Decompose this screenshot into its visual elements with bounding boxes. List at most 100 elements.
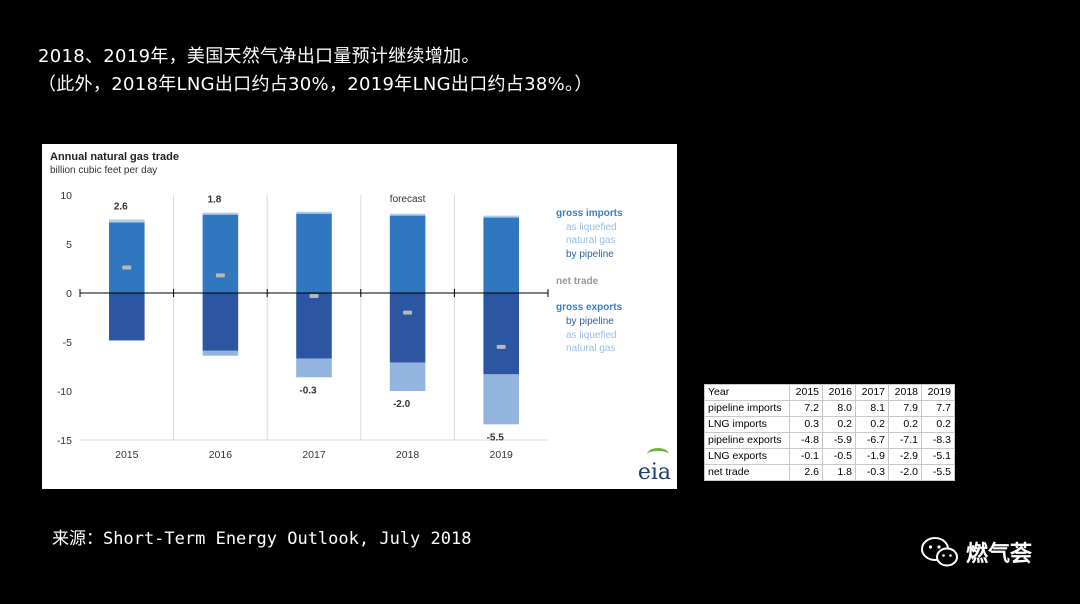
legend-imports-lng-line-2: natural gas — [566, 235, 616, 246]
table-cell: 8.0 — [822, 400, 856, 417]
eia-logo-arc — [647, 448, 669, 461]
bar-segment — [389, 362, 426, 391]
table-cell: 0.2 — [921, 416, 955, 433]
table-row-label: LNG exports — [704, 448, 790, 465]
watermark: 燃气荟 — [920, 536, 1032, 568]
table-cell: -5.1 — [921, 448, 955, 465]
legend-gross-exports: gross exports — [556, 302, 623, 313]
bar-segment — [109, 340, 145, 342]
y-tick-label: 10 — [60, 190, 72, 202]
legend-imports-lng-line-1: as liquefied — [566, 222, 617, 233]
data-label: -5.5 — [487, 432, 505, 443]
table-cell: 8.1 — [855, 400, 889, 417]
bar-segment — [109, 222, 145, 293]
eia-logo: eia — [637, 460, 671, 485]
x-tick-label: 2016 — [209, 449, 233, 461]
bar-segment — [296, 213, 332, 293]
table-cell: -2.0 — [888, 464, 922, 481]
bar-segment — [109, 293, 145, 341]
table-row-label: Year — [704, 384, 790, 401]
data-label: 1.8 — [207, 195, 221, 206]
chart-subtitle: billion cubic feet per day — [50, 165, 158, 176]
bar-segment — [483, 293, 519, 375]
x-tick-label: 2015 — [115, 449, 139, 461]
table-cell: 7.7 — [921, 400, 955, 417]
bar-segment — [296, 211, 332, 214]
table-cell: -0.1 — [789, 448, 823, 465]
source-citation: 来源：Short-Term Energy Outlook, July 2018 — [52, 529, 472, 549]
bar-segment — [109, 219, 145, 223]
x-tick-label: 2018 — [396, 449, 420, 461]
bar-segment — [483, 374, 519, 425]
bar-segment — [389, 215, 426, 293]
bar-segment — [389, 213, 426, 216]
bar-segment — [483, 217, 519, 293]
headline-line-1: 2018、2019年，美国天然气净出口量预计继续增加。 — [38, 46, 480, 67]
bar-segment — [296, 293, 332, 359]
chart-title: Annual natural gas trade — [50, 151, 179, 163]
x-tick-label: 2019 — [490, 449, 514, 461]
data-table: Year 2015 2016 2017 2018 2019 pipeline imports… — [704, 384, 955, 481]
table-cell: 2017 — [855, 384, 889, 401]
y-tick-label: 5 — [66, 239, 72, 251]
y-tick-label: -10 — [57, 386, 72, 398]
bar-segment — [202, 214, 239, 293]
y-tick-label: -15 — [57, 435, 72, 447]
table-cell: 2015 — [789, 384, 823, 401]
net-trade-marker — [309, 293, 319, 298]
table-cell: 7.9 — [888, 400, 922, 417]
table-row-label: net trade — [704, 464, 790, 481]
table-cell: 0.2 — [822, 416, 856, 433]
wechat-icon — [921, 537, 958, 567]
table-row: pipeline imports 7.2 8.0 8.1 7.9 7.7 — [704, 400, 955, 417]
x-tick-label: 2017 — [302, 449, 326, 461]
table-row-label: LNG imports — [704, 416, 790, 433]
bar-segment — [389, 293, 426, 363]
data-label: 2.6 — [114, 202, 128, 213]
table-cell: 2019 — [921, 384, 955, 401]
bar-chart: 10 5 0 -5 -10 -15 2015 2016 2017 2018 2019 2.6 1.8 -0… — [57, 190, 549, 461]
data-label: -2.0 — [393, 399, 411, 410]
table-cell: 1.8 — [822, 464, 856, 481]
table-cell: -7.1 — [888, 432, 922, 449]
net-trade-marker — [122, 265, 132, 270]
y-tick-label: 0 — [66, 288, 72, 300]
table-row: LNG exports -0.1 -0.5 -1.9 -2.9 -5.1 — [704, 448, 955, 465]
table-cell: 2016 — [822, 384, 856, 401]
table-cell: 0.3 — [789, 416, 823, 433]
table-cell: -0.5 — [822, 448, 856, 465]
table-cell: 7.2 — [789, 400, 823, 417]
table-cell: -6.7 — [855, 432, 889, 449]
table-row: pipeline exports -4.8 -5.9 -6.7 -7.1 -8.3 — [704, 432, 955, 449]
table-cell: -0.3 — [855, 464, 889, 481]
legend-exports-lng-line-2: natural gas — [566, 343, 616, 354]
table-cell: 2.6 — [789, 464, 823, 481]
bar-segment — [202, 293, 239, 351]
table-cell: -2.9 — [888, 448, 922, 465]
table-cell: -8.3 — [921, 432, 955, 449]
bar-segment — [202, 212, 239, 215]
table-row: net trade 2.6 1.8 -0.3 -2.0 -5.5 — [704, 464, 955, 481]
table-row-label: pipeline exports — [704, 432, 790, 449]
legend-imports-pipeline: by pipeline — [566, 249, 614, 260]
table-cell: 2018 — [888, 384, 922, 401]
table-cell: -1.9 — [855, 448, 889, 465]
table-cell: 0.2 — [888, 416, 922, 433]
data-label: -0.3 — [299, 385, 317, 396]
legend-exports-pipeline: by pipeline — [566, 316, 614, 327]
bar-segment — [483, 215, 519, 218]
forecast-annotation: forecast — [390, 194, 426, 205]
headline-line-2: （此外，2018年LNG出口约占30%，2019年LNG出口约占38%。） — [38, 74, 593, 95]
bar-segment — [296, 358, 332, 378]
net-trade-marker — [215, 273, 225, 278]
table-cell: -5.9 — [822, 432, 856, 449]
legend-gross-imports: gross imports — [556, 208, 623, 219]
net-trade-marker — [403, 310, 413, 315]
table-row-label: pipeline imports — [704, 400, 790, 417]
chart-card: Annual natural gas trade billion cubic f… — [42, 144, 677, 489]
watermark-text: 燃气荟 — [966, 542, 1033, 567]
net-trade-marker — [496, 344, 506, 349]
legend-net-trade: net trade — [556, 276, 599, 287]
table-cell: 0.2 — [855, 416, 889, 433]
bar-segment — [202, 350, 239, 356]
